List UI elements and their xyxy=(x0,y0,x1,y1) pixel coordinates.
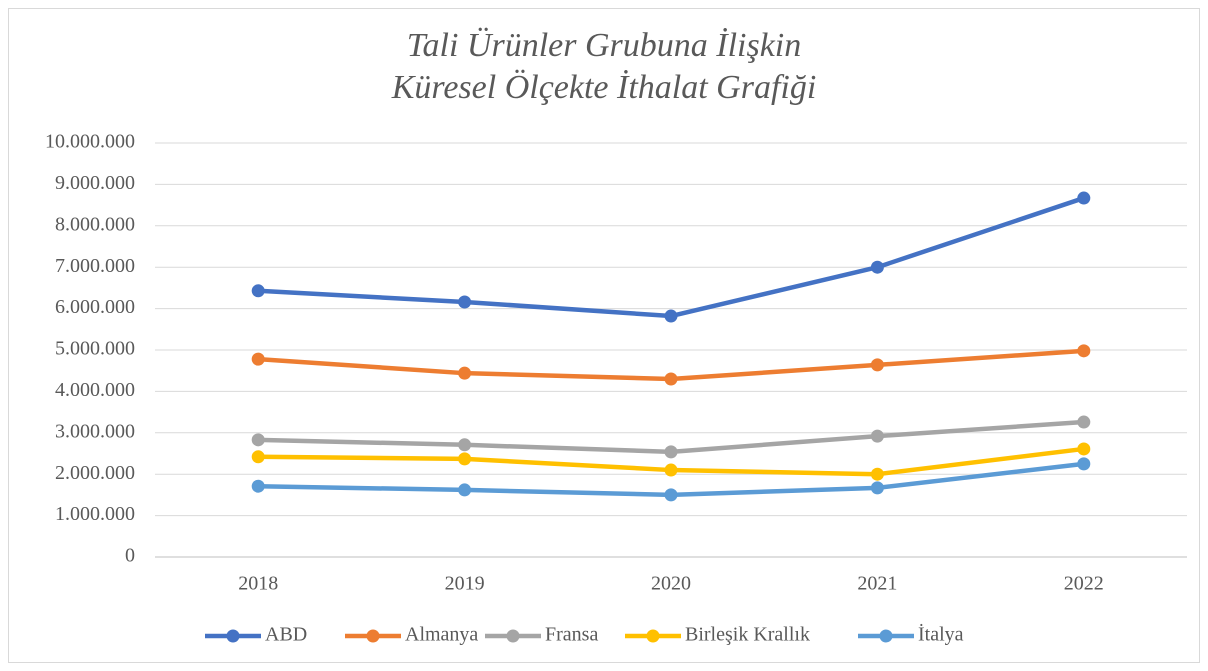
marker xyxy=(458,295,472,309)
y-tick-label: 8.000.000 xyxy=(55,213,135,235)
x-tick-label: 2022 xyxy=(1064,573,1104,595)
x-tick-label: 2020 xyxy=(651,573,691,595)
legend-marker xyxy=(226,629,240,643)
y-tick-label: 0 xyxy=(125,545,135,567)
marker xyxy=(664,445,678,459)
marker xyxy=(1077,191,1091,205)
legend-marker xyxy=(879,629,893,643)
marker xyxy=(870,358,884,372)
marker xyxy=(870,260,884,274)
legend-label: İtalya xyxy=(918,623,964,646)
marker xyxy=(251,450,265,464)
y-tick-label: 10.000.000 xyxy=(45,131,135,153)
marker xyxy=(458,438,472,452)
marker xyxy=(458,366,472,380)
y-tick-label: 4.000.000 xyxy=(55,379,135,401)
legend-marker xyxy=(646,629,660,643)
marker xyxy=(664,488,678,502)
legend-marker xyxy=(506,629,520,643)
y-tick-label: 1.000.000 xyxy=(55,503,135,525)
y-tick-label: 7.000.000 xyxy=(55,255,135,277)
chart-title: Küresel Ölçekte İthalat Grafiği xyxy=(391,69,817,106)
marker xyxy=(664,463,678,477)
marker xyxy=(1077,457,1091,471)
y-tick-label: 6.000.000 xyxy=(55,296,135,318)
x-tick-label: 2021 xyxy=(857,573,897,595)
marker xyxy=(1077,415,1091,429)
marker xyxy=(1077,442,1091,456)
marker xyxy=(870,481,884,495)
legend-label: Fransa xyxy=(545,624,598,646)
marker xyxy=(458,452,472,466)
y-tick-label: 3.000.000 xyxy=(55,420,135,442)
legend-marker xyxy=(366,629,380,643)
y-tick-label: 5.000.000 xyxy=(55,338,135,360)
marker xyxy=(251,479,265,493)
chart-title: Tali Ürünler Grubuna İlişkin xyxy=(407,27,802,64)
marker xyxy=(870,467,884,481)
x-tick-label: 2019 xyxy=(445,573,485,595)
y-tick-label: 9.000.000 xyxy=(55,172,135,194)
marker xyxy=(251,433,265,447)
y-tick-label: 2.000.000 xyxy=(55,462,135,484)
x-tick-label: 2018 xyxy=(238,573,278,595)
marker xyxy=(664,372,678,386)
legend-label: Birleşik Krallık xyxy=(685,624,810,646)
legend-label: ABD xyxy=(265,624,307,646)
marker xyxy=(664,309,678,323)
marker xyxy=(458,483,472,497)
legend-label: Almanya xyxy=(405,624,478,646)
marker xyxy=(251,284,265,298)
chart-border xyxy=(8,8,1200,663)
marker xyxy=(870,429,884,443)
marker xyxy=(251,352,265,366)
marker xyxy=(1077,344,1091,358)
